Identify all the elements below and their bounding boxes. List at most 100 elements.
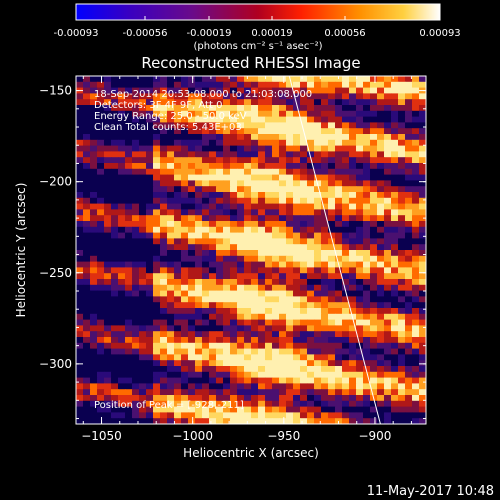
heatmap-cell [356,418,364,424]
heatmap-cell [349,128,357,135]
heatmap-cell [328,180,336,187]
heatmap-cell [244,122,252,129]
heatmap-cell [307,418,315,424]
heatmap-cell [251,348,259,355]
heatmap-cell [97,255,105,263]
heatmap-cell [398,105,406,112]
heatmap-cell [132,180,140,187]
heatmap-cell [363,238,371,245]
heatmap-cell [202,313,210,321]
heatmap-cell [237,168,245,176]
heatmap-cell [153,87,161,94]
heatmap-cell [314,157,322,164]
heatmap-cell [216,203,224,210]
heatmap-cell [279,331,287,338]
heatmap-cell [405,250,413,257]
heatmap-cell [370,400,378,408]
heatmap-cell [125,238,133,245]
heatmap-cell [230,145,238,152]
heatmap-cell [181,163,189,170]
heatmap-cell [160,296,168,303]
heatmap-cell [237,319,245,326]
heatmap-cell [391,215,399,222]
heatmap-cell [321,87,329,94]
x-tick-label: −1050 [81,429,122,443]
heatmap-cell [398,134,406,141]
heatmap-cell [293,180,301,187]
heatmap-cell [286,406,294,413]
heatmap-cell [279,360,287,367]
heatmap-cell [391,186,399,193]
heatmap-cell [398,273,406,280]
heatmap-cell [370,226,378,234]
heatmap-cell [244,296,252,303]
heatmap-cell [286,163,294,170]
heatmap-cell [202,192,210,199]
heatmap-cell [174,145,182,152]
heatmap-cell [83,244,91,251]
heatmap-cell [209,325,217,332]
heatmap-cell [342,116,350,123]
heatmap-cell [419,81,426,89]
heatmap-cell [167,168,175,176]
heatmap-cell [237,348,245,355]
heatmap-cell [335,313,343,321]
heatmap-cell [405,105,413,112]
heatmap-cell [335,209,343,216]
heatmap-cell [195,302,203,309]
heatmap-cell [307,145,315,152]
heatmap-cell [104,215,112,222]
heatmap-cell [419,279,426,286]
heatmap-cell [244,406,252,413]
heatmap-cell [251,371,259,379]
heatmap-cell [370,389,378,396]
heatmap-cell [279,157,287,164]
heatmap-cell [132,400,140,408]
heatmap-cell [377,319,385,326]
heatmap-cell [314,354,322,361]
heatmap-cell [111,418,119,424]
heatmap-cell [419,232,426,239]
heatmap-cell [286,279,294,286]
heatmap-cell [412,99,420,106]
heatmap-cell [202,215,210,222]
heatmap-cell [195,93,203,100]
heatmap-cell [181,354,189,361]
heatmap-cell [167,87,175,94]
heatmap-cell [286,325,294,332]
heatmap-cell [223,145,231,152]
heatmap-cell [216,238,224,245]
heatmap-cell [209,128,217,135]
heatmap-cell [279,354,287,361]
heatmap-cell [223,371,231,379]
heatmap-cell [398,354,406,361]
heatmap-cell [90,279,98,286]
heatmap-cell [384,151,392,158]
heatmap-cell [153,168,161,176]
heatmap-cell [174,331,182,338]
heatmap-cell [251,308,259,315]
heatmap-cell [293,308,301,315]
heatmap-cell [111,395,119,402]
heatmap-cell [209,371,217,379]
heatmap-cell [321,226,329,234]
peak-position-label: Position of Peak = [-928,-211] [94,400,244,411]
heatmap-cell [153,226,161,234]
heatmap-cell [405,354,413,361]
heatmap-cell [202,331,210,338]
heatmap-cell [335,180,343,187]
heatmap-cell [195,238,203,245]
heatmap-cell [265,174,273,181]
heatmap-cell [153,232,161,239]
heatmap-cell [167,371,175,379]
heatmap-cell [314,168,322,176]
heatmap-cell [118,412,126,419]
info-line: 18-Sep-2014 20:53:08.000 to 21:03:08.000 [94,89,312,100]
heatmap-cell [377,215,385,222]
heatmap-cell [370,331,378,338]
heatmap-cell [181,139,189,147]
heatmap-cell [111,145,119,152]
heatmap-cell [146,163,154,170]
heatmap-cell [216,308,224,315]
heatmap-cell [146,319,154,326]
